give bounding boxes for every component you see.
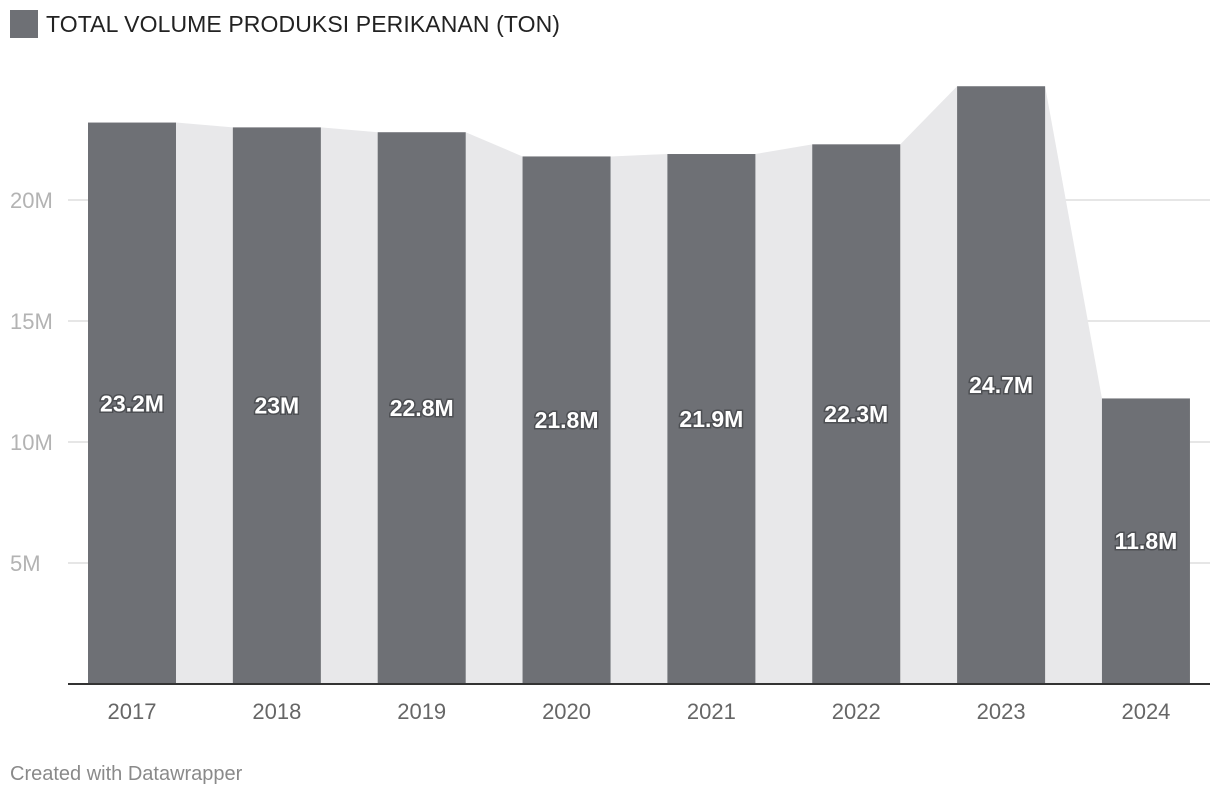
x-tick-label-2018: 2018 (252, 699, 301, 724)
x-tick-label-2022: 2022 (832, 699, 881, 724)
x-tick-label-2023: 2023 (977, 699, 1026, 724)
value-label-2020: 21.8M (535, 407, 599, 433)
value-label-2024: 11.8M (1115, 528, 1178, 554)
value-label-2018: 23M (254, 393, 299, 419)
value-label-2023: 24.7M (969, 372, 1033, 398)
area-connector (88, 86, 1190, 684)
footer-credit: Created with Datawrapper (10, 763, 243, 785)
legend-swatch (10, 10, 38, 38)
value-label-2017: 23.2M (100, 390, 164, 416)
x-tick-label-2020: 2020 (542, 699, 591, 724)
bar-2024 (1101, 398, 1190, 684)
legend: TOTAL VOLUME PRODUKSI PERIKANAN (TON) (10, 10, 560, 38)
value-label-2021: 21.9M (679, 406, 743, 432)
value-label-2022: 22.3M (824, 401, 888, 427)
bar-2020 (522, 156, 611, 684)
bar-2021 (667, 154, 756, 684)
value-label-2019: 22.8M (390, 395, 454, 421)
x-tick-label-2019: 2019 (397, 699, 446, 724)
legend-label: TOTAL VOLUME PRODUKSI PERIKANAN (TON) (46, 10, 561, 37)
bar-2018 (232, 127, 321, 684)
y-tick-label: 15M (10, 309, 53, 334)
x-tick-label-2024: 2024 (1121, 699, 1170, 724)
y-tick-label: 5M (10, 551, 41, 576)
bar-2019 (377, 132, 466, 685)
bar-2022 (812, 144, 901, 685)
y-tick-label: 20M (10, 188, 53, 213)
bar-2017 (88, 122, 176, 684)
y-tick-label: 10M (10, 430, 53, 455)
bar-2023 (957, 86, 1046, 684)
x-tick-label-2017: 2017 (108, 699, 157, 724)
x-tick-label-2021: 2021 (687, 699, 736, 724)
